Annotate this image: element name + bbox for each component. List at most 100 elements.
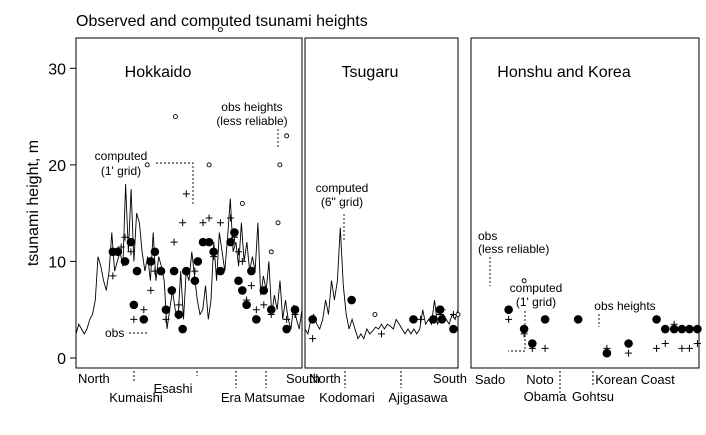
panel-frame — [75, 37, 303, 369]
obs-point — [652, 315, 661, 324]
annotation-text: (6" grid) — [321, 195, 363, 209]
obs-less-reliable-point — [217, 27, 223, 33]
obs-point — [409, 315, 418, 324]
computed-point — [260, 301, 268, 309]
annotation-leader — [508, 311, 526, 352]
obs-less-reliable-point — [239, 201, 245, 206]
computed-point — [267, 311, 275, 319]
annotation-text: obs — [478, 229, 497, 243]
obs-point — [198, 237, 208, 247]
obs-point — [429, 315, 438, 324]
obs-point — [677, 324, 687, 334]
x-end-label: South — [433, 371, 467, 386]
computed-point — [541, 344, 549, 352]
computed-point — [291, 311, 299, 319]
obs-point — [230, 228, 239, 237]
y-tick-label: 30 — [48, 61, 66, 78]
obs-point — [209, 247, 218, 257]
panel-title: Hokkaido — [125, 64, 192, 81]
computed-point — [238, 257, 246, 265]
location-label: Noto — [526, 372, 553, 387]
obs-point — [234, 276, 243, 286]
location-label: Obama — [524, 389, 567, 404]
obs-point — [226, 237, 235, 247]
x-end-label: North — [78, 371, 110, 386]
obs-point — [449, 324, 458, 334]
obs-point — [437, 315, 447, 324]
obs-less-reliable-point — [284, 133, 290, 139]
location-label: Era — [221, 390, 242, 405]
obs-point — [132, 266, 142, 276]
location-label: Kumaishi — [109, 390, 163, 405]
computed-point — [140, 306, 148, 314]
obs-point — [540, 315, 550, 324]
obs-point — [161, 305, 171, 315]
obs-point — [528, 339, 537, 348]
obs-point — [150, 247, 160, 257]
annotation-text: (less reliable) — [216, 114, 287, 128]
obs-point — [193, 257, 203, 266]
obs-point — [308, 315, 317, 324]
obs-point — [129, 300, 139, 310]
obs-point — [113, 247, 123, 257]
computed-point — [505, 315, 513, 323]
obs-point — [190, 276, 200, 286]
obs-less-reliable-point — [277, 162, 283, 168]
annotation-text: (1' grid) — [101, 164, 141, 178]
obs-point — [282, 324, 291, 334]
obs-point — [167, 286, 177, 295]
obs-less-reliable-point — [172, 114, 178, 120]
y-axis-label: tsunami height, m — [25, 140, 42, 266]
location-label: Sado — [475, 372, 505, 387]
computed-point — [603, 344, 611, 352]
obs-point — [126, 237, 136, 247]
computed-point — [378, 330, 385, 338]
obs-point — [504, 305, 513, 315]
obs-point — [247, 266, 256, 276]
computed-point — [170, 238, 178, 246]
obs-point — [120, 257, 130, 266]
y-tick-label: 10 — [48, 254, 66, 271]
computed-point — [182, 190, 190, 198]
computed-point — [162, 315, 170, 323]
obs-less-reliable-point — [275, 220, 281, 226]
annotation-text: (1' grid) — [516, 295, 556, 309]
obs-point — [252, 315, 261, 324]
obs-point — [204, 237, 214, 247]
computed-point — [151, 267, 159, 275]
location-label: Gohtsu — [572, 389, 614, 404]
obs-point — [216, 266, 225, 276]
obs-point — [139, 315, 149, 324]
computed-point — [199, 219, 207, 227]
computed-point — [247, 282, 255, 290]
y-axis: 0 10 20 30 — [48, 61, 76, 368]
obs-point — [174, 310, 184, 319]
obs-point — [181, 266, 191, 276]
obs-point — [290, 305, 300, 315]
computed-point — [528, 344, 536, 352]
location-label: Matsumae — [244, 390, 305, 405]
computed-point — [109, 272, 117, 280]
x-end-label: North — [309, 371, 341, 386]
obs-point — [178, 324, 187, 334]
computed-point — [130, 315, 138, 323]
computed-point — [653, 344, 661, 352]
computed-point — [693, 340, 701, 348]
obs-point — [685, 324, 694, 334]
obs-point — [169, 266, 179, 276]
computed-line — [75, 184, 303, 335]
location-label: Esashi — [153, 381, 192, 396]
computed-point — [625, 349, 633, 357]
computed-point — [685, 344, 693, 352]
location-label: Ajigasawa — [388, 390, 448, 405]
obs-point — [259, 286, 269, 295]
panel-1: Tsugaru North South Kodomari Ajigasawa comput… — [304, 37, 467, 405]
computed-point — [661, 340, 669, 348]
obs-point — [156, 266, 166, 276]
annotation-text: computed — [316, 181, 369, 195]
location-label: Kodomari — [319, 390, 375, 405]
location-label: Korean Coast — [595, 372, 675, 387]
